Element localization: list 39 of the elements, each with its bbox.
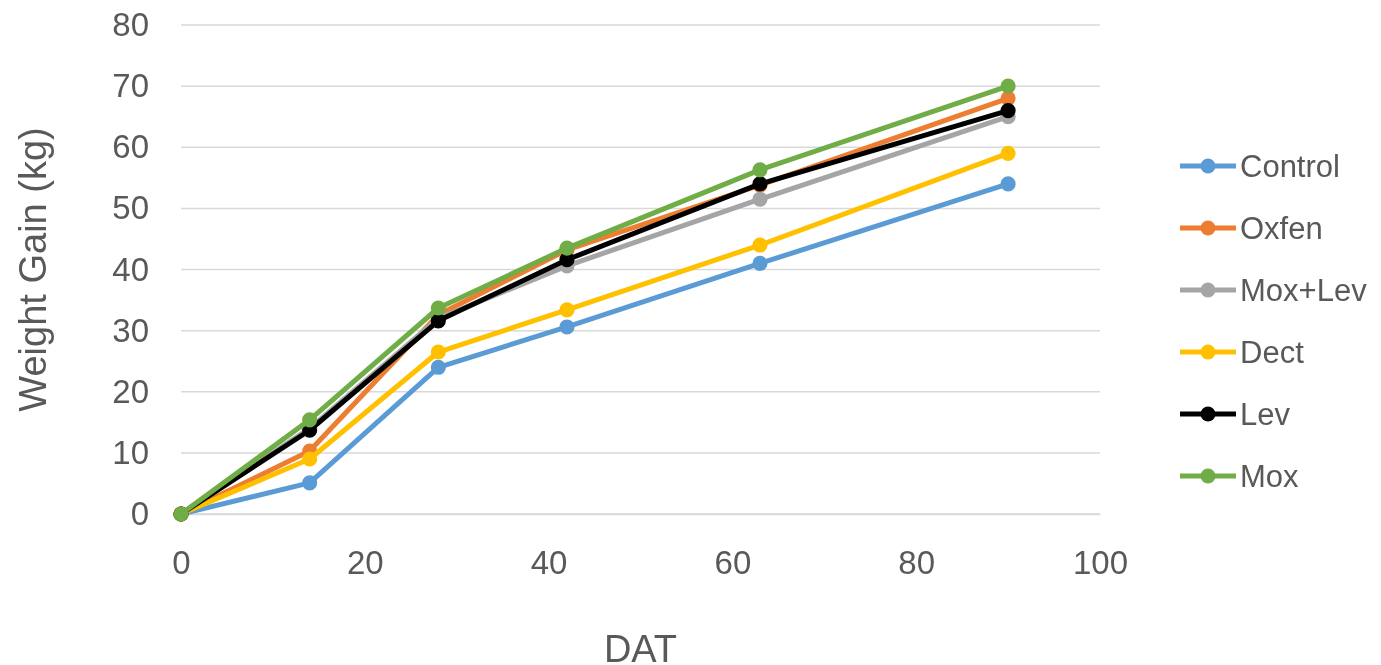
x-axis-title: DAT (603, 628, 678, 665)
point (430, 359, 446, 375)
point (302, 451, 318, 467)
point (430, 300, 446, 316)
y-tick-label: 10 (112, 433, 149, 471)
point (430, 344, 446, 360)
y-tick-label: 60 (112, 128, 149, 166)
point (302, 412, 318, 428)
x-tick-label: 60 (714, 543, 752, 581)
x-tick-label: 80 (898, 543, 936, 581)
y-tick-label: 0 (130, 495, 149, 533)
x-tick-label: 100 (1072, 543, 1129, 581)
y-tick-label: 80 (112, 6, 149, 44)
point (752, 191, 768, 207)
x-tick-label: 20 (346, 543, 384, 581)
point (1000, 176, 1016, 192)
x-tick-label: 40 (530, 543, 568, 581)
point (1000, 145, 1016, 161)
point (752, 255, 768, 271)
y-tick-label: 20 (112, 372, 149, 410)
y-tick-label: 40 (112, 250, 149, 288)
legend-label: Oxfen (1240, 210, 1323, 246)
point (302, 475, 318, 491)
y-axis-title: Weight Gain (kg) (12, 127, 54, 412)
x-tick-label: 0 (172, 543, 191, 581)
point (1000, 78, 1016, 94)
legend-label: Dect (1240, 334, 1305, 370)
y-tick-label: 30 (112, 311, 149, 349)
point (752, 162, 768, 178)
legend-label: Control (1240, 148, 1340, 184)
y-tick-label: 50 (112, 189, 149, 227)
point (1000, 103, 1016, 119)
point (752, 237, 768, 253)
y-tick-label: 70 (112, 67, 149, 105)
point (559, 302, 575, 318)
legend-label: Lev (1240, 396, 1291, 432)
legend-label: Mox+Lev (1240, 272, 1368, 308)
legend-label: Mox (1240, 458, 1300, 494)
point (559, 319, 575, 335)
